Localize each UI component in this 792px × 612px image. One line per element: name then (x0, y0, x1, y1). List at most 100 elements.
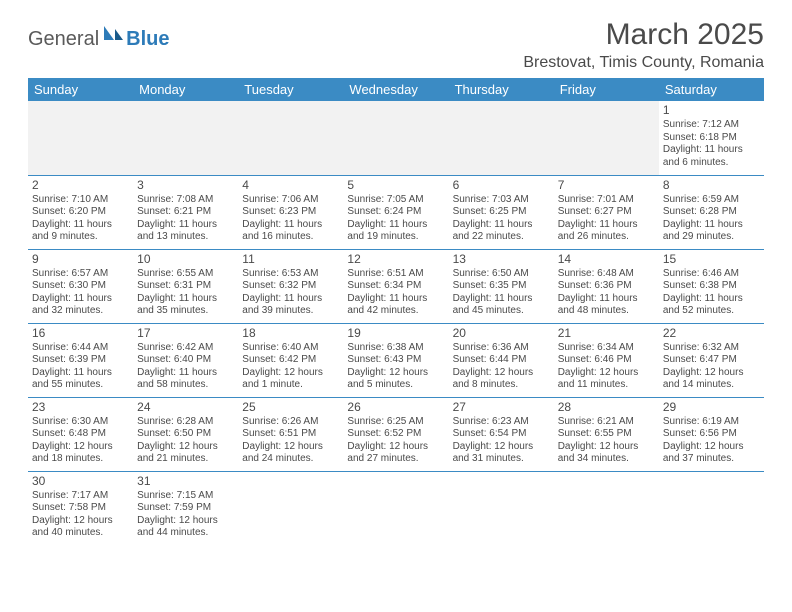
daylight-text: Daylight: 12 hours and 44 minutes. (137, 515, 234, 540)
sunrise-text: Sunrise: 6:19 AM (663, 416, 760, 429)
calendar-day-cell: 6Sunrise: 7:03 AMSunset: 6:25 PMDaylight… (449, 175, 554, 249)
logo: General Blue (28, 24, 170, 55)
day-number: 16 (32, 326, 129, 341)
day-number: 26 (347, 400, 444, 415)
day-number: 22 (663, 326, 760, 341)
sunset-text: Sunset: 6:43 PM (347, 354, 444, 367)
calendar-week-row: 30Sunrise: 7:17 AMSunset: 7:58 PMDayligh… (28, 471, 764, 545)
sunrise-text: Sunrise: 7:12 AM (663, 119, 760, 132)
daylight-text: Daylight: 12 hours and 21 minutes. (137, 441, 234, 466)
sunrise-text: Sunrise: 7:08 AM (137, 194, 234, 207)
calendar-week-row: 16Sunrise: 6:44 AMSunset: 6:39 PMDayligh… (28, 323, 764, 397)
calendar-day-cell: 18Sunrise: 6:40 AMSunset: 6:42 PMDayligh… (238, 323, 343, 397)
daylight-text: Daylight: 11 hours and 42 minutes. (347, 293, 444, 318)
calendar-empty-cell (238, 471, 343, 545)
day-number: 6 (453, 178, 550, 193)
sunset-text: Sunset: 6:30 PM (32, 280, 129, 293)
sunset-text: Sunset: 7:58 PM (32, 502, 129, 515)
sunrise-text: Sunrise: 6:48 AM (558, 268, 655, 281)
sunrise-text: Sunrise: 7:15 AM (137, 490, 234, 503)
daylight-text: Daylight: 11 hours and 55 minutes. (32, 367, 129, 392)
daylight-text: Daylight: 11 hours and 6 minutes. (663, 144, 760, 169)
sunrise-text: Sunrise: 6:36 AM (453, 342, 550, 355)
daylight-text: Daylight: 11 hours and 19 minutes. (347, 219, 444, 244)
day-number: 4 (242, 178, 339, 193)
month-title: March 2025 (523, 18, 764, 52)
calendar-empty-cell (343, 471, 448, 545)
daylight-text: Daylight: 12 hours and 37 minutes. (663, 441, 760, 466)
calendar-empty-cell (449, 101, 554, 175)
calendar-day-cell: 13Sunrise: 6:50 AMSunset: 6:35 PMDayligh… (449, 249, 554, 323)
calendar-day-cell: 15Sunrise: 6:46 AMSunset: 6:38 PMDayligh… (659, 249, 764, 323)
calendar-day-cell: 2Sunrise: 7:10 AMSunset: 6:20 PMDaylight… (28, 175, 133, 249)
day-number: 5 (347, 178, 444, 193)
daylight-text: Daylight: 12 hours and 34 minutes. (558, 441, 655, 466)
sunset-text: Sunset: 6:32 PM (242, 280, 339, 293)
sunset-text: Sunset: 6:42 PM (242, 354, 339, 367)
title-block: March 2025 Brestovat, Timis County, Roma… (523, 18, 764, 72)
logo-sail-icon (102, 24, 124, 47)
calendar-day-cell: 20Sunrise: 6:36 AMSunset: 6:44 PMDayligh… (449, 323, 554, 397)
sunset-text: Sunset: 6:56 PM (663, 428, 760, 441)
calendar-empty-cell (238, 101, 343, 175)
day-number: 19 (347, 326, 444, 341)
day-header: Monday (133, 78, 238, 101)
day-number: 10 (137, 252, 234, 267)
calendar-day-cell: 16Sunrise: 6:44 AMSunset: 6:39 PMDayligh… (28, 323, 133, 397)
header: General Blue March 2025 Brestovat, Timis… (28, 18, 764, 72)
sunrise-text: Sunrise: 7:06 AM (242, 194, 339, 207)
calendar-day-cell: 3Sunrise: 7:08 AMSunset: 6:21 PMDaylight… (133, 175, 238, 249)
day-number: 17 (137, 326, 234, 341)
day-number: 15 (663, 252, 760, 267)
calendar-empty-cell (449, 471, 554, 545)
sunrise-text: Sunrise: 6:30 AM (32, 416, 129, 429)
day-number: 28 (558, 400, 655, 415)
sunrise-text: Sunrise: 6:23 AM (453, 416, 550, 429)
daylight-text: Daylight: 12 hours and 40 minutes. (32, 515, 129, 540)
day-number: 27 (453, 400, 550, 415)
sunrise-text: Sunrise: 6:38 AM (347, 342, 444, 355)
day-number: 8 (663, 178, 760, 193)
daylight-text: Daylight: 12 hours and 31 minutes. (453, 441, 550, 466)
sunset-text: Sunset: 6:50 PM (137, 428, 234, 441)
calendar-empty-cell (554, 101, 659, 175)
calendar-day-cell: 4Sunrise: 7:06 AMSunset: 6:23 PMDaylight… (238, 175, 343, 249)
day-header: Tuesday (238, 78, 343, 101)
daylight-text: Daylight: 12 hours and 27 minutes. (347, 441, 444, 466)
day-number: 25 (242, 400, 339, 415)
calendar-day-cell: 12Sunrise: 6:51 AMSunset: 6:34 PMDayligh… (343, 249, 448, 323)
sunset-text: Sunset: 6:54 PM (453, 428, 550, 441)
sunset-text: Sunset: 6:52 PM (347, 428, 444, 441)
sunset-text: Sunset: 6:27 PM (558, 206, 655, 219)
sunrise-text: Sunrise: 7:01 AM (558, 194, 655, 207)
daylight-text: Daylight: 11 hours and 58 minutes. (137, 367, 234, 392)
daylight-text: Daylight: 12 hours and 5 minutes. (347, 367, 444, 392)
day-number: 18 (242, 326, 339, 341)
calendar-week-row: 1Sunrise: 7:12 AMSunset: 6:18 PMDaylight… (28, 101, 764, 175)
day-number: 11 (242, 252, 339, 267)
day-number: 29 (663, 400, 760, 415)
sunrise-text: Sunrise: 7:05 AM (347, 194, 444, 207)
day-number: 3 (137, 178, 234, 193)
sunrise-text: Sunrise: 6:59 AM (663, 194, 760, 207)
day-header: Wednesday (343, 78, 448, 101)
sunrise-text: Sunrise: 6:34 AM (558, 342, 655, 355)
sunset-text: Sunset: 6:55 PM (558, 428, 655, 441)
day-number: 9 (32, 252, 129, 267)
sunrise-text: Sunrise: 6:46 AM (663, 268, 760, 281)
day-number: 1 (663, 103, 760, 118)
calendar-day-cell: 9Sunrise: 6:57 AMSunset: 6:30 PMDaylight… (28, 249, 133, 323)
calendar-table: Sunday Monday Tuesday Wednesday Thursday… (28, 78, 764, 545)
sunset-text: Sunset: 6:44 PM (453, 354, 550, 367)
sunrise-text: Sunrise: 6:21 AM (558, 416, 655, 429)
daylight-text: Daylight: 11 hours and 22 minutes. (453, 219, 550, 244)
day-header: Sunday (28, 78, 133, 101)
day-header: Thursday (449, 78, 554, 101)
daylight-text: Daylight: 11 hours and 26 minutes. (558, 219, 655, 244)
sunset-text: Sunset: 6:46 PM (558, 354, 655, 367)
calendar-week-row: 2Sunrise: 7:10 AMSunset: 6:20 PMDaylight… (28, 175, 764, 249)
calendar-empty-cell (554, 471, 659, 545)
daylight-text: Daylight: 11 hours and 29 minutes. (663, 219, 760, 244)
calendar-day-cell: 11Sunrise: 6:53 AMSunset: 6:32 PMDayligh… (238, 249, 343, 323)
daylight-text: Daylight: 11 hours and 9 minutes. (32, 219, 129, 244)
